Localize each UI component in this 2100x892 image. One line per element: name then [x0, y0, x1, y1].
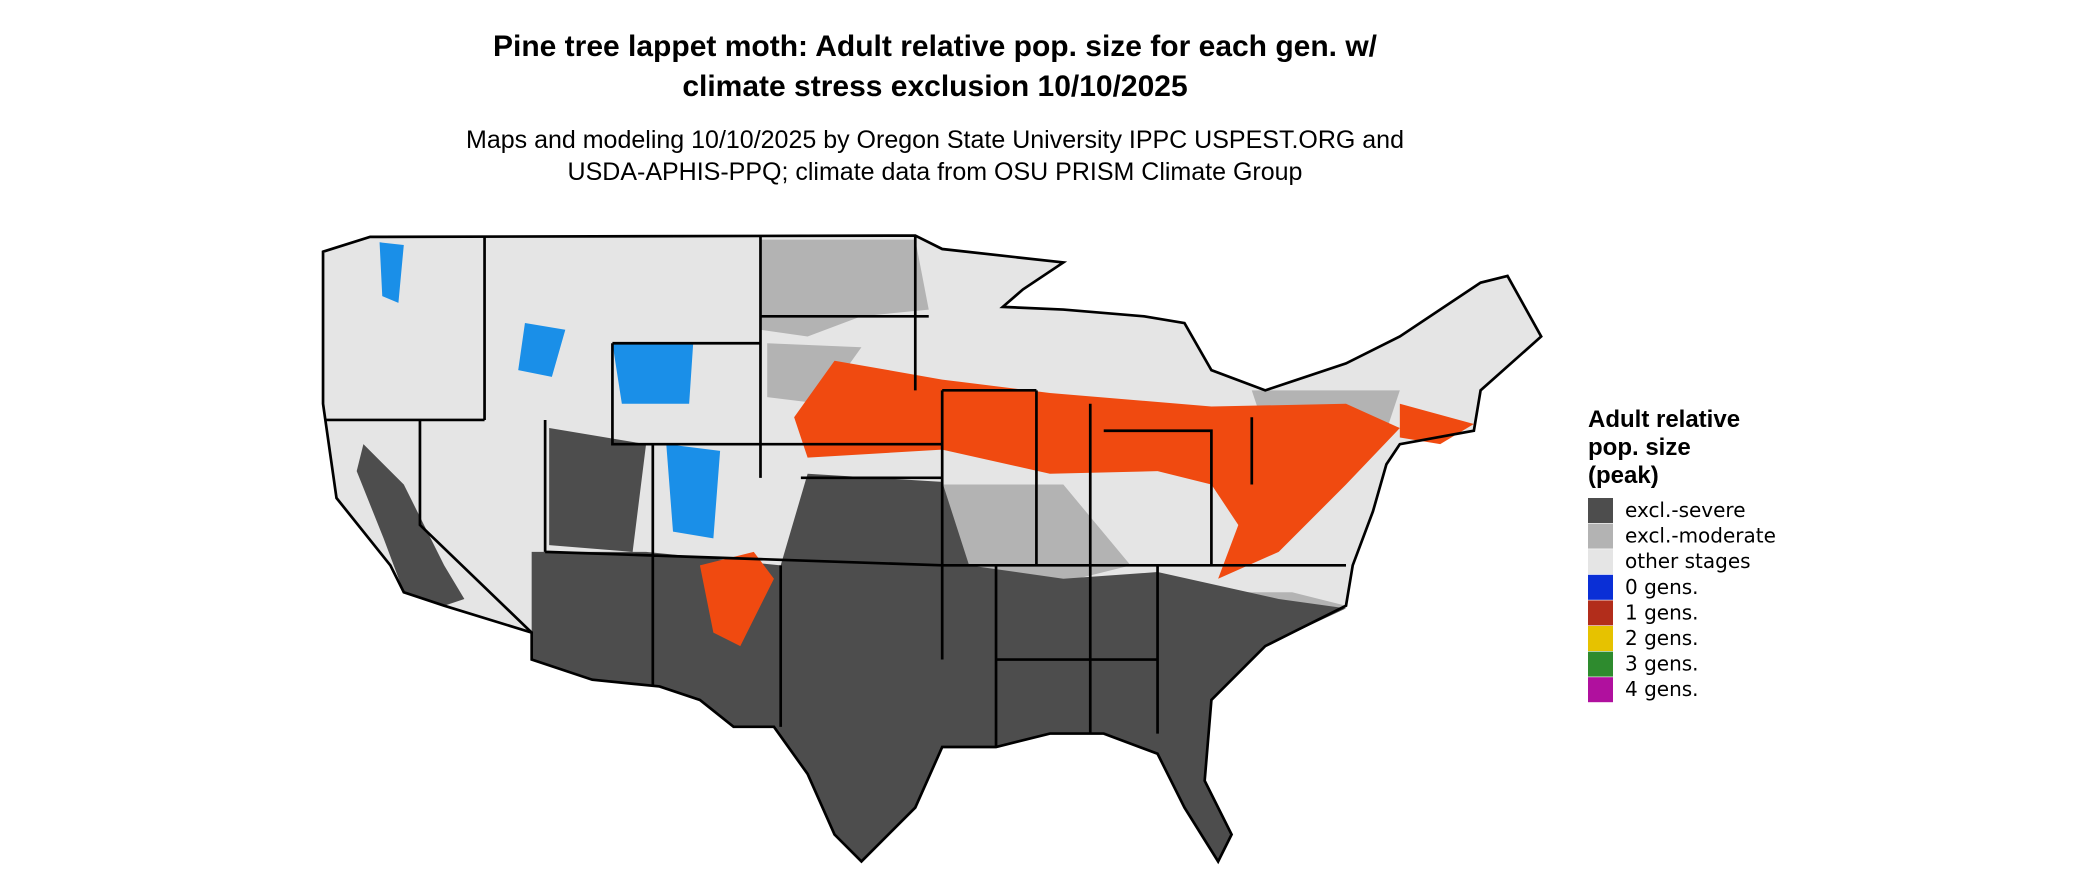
legend-label: 4 gens.: [1625, 677, 1699, 701]
legend-label: 0 gens.: [1625, 575, 1699, 599]
legend-swatch: [1588, 574, 1613, 600]
title-line: Pine tree lappet moth: Adult relative po…: [493, 30, 1378, 63]
one-gen-region: [699, 360, 1474, 647]
severe-region: [356, 428, 1346, 862]
legend-label: excl.-severe: [1625, 498, 1746, 522]
legend-label: excl.-moderate: [1625, 524, 1776, 548]
legend-swatch: [1588, 549, 1613, 575]
legend-swatch: [1588, 523, 1613, 549]
title-line: climate stress exclusion 10/10/2025: [682, 70, 1187, 103]
legend-label: 2 gens.: [1625, 626, 1699, 650]
legend-swatch: [1588, 651, 1613, 677]
legend-label: 3 gens.: [1625, 652, 1699, 676]
legend-swatch: [1588, 677, 1613, 703]
legend-label: other stages: [1625, 549, 1751, 573]
zero-gen-speckles: [379, 242, 721, 539]
subtitle-line: Maps and modeling 10/10/2025 by Oregon S…: [466, 126, 1404, 154]
legend-title-line: Adult relative: [1588, 406, 1740, 433]
legend-title-line: (peak): [1588, 462, 1659, 489]
legend-swatch: [1588, 626, 1613, 651]
header: Pine tree lappet moth: Adult relative po…: [466, 30, 1404, 186]
us-map: [321, 234, 1543, 865]
legend-swatch: [1588, 600, 1613, 626]
legend-swatch: [1588, 498, 1613, 523]
legend-label: 1 gens.: [1625, 600, 1699, 624]
state-borders: [321, 234, 1543, 865]
subtitle-line: USDA-APHIS-PPQ; climate data from OSU PR…: [568, 158, 1303, 186]
legend-title-line: pop. size: [1588, 434, 1691, 461]
